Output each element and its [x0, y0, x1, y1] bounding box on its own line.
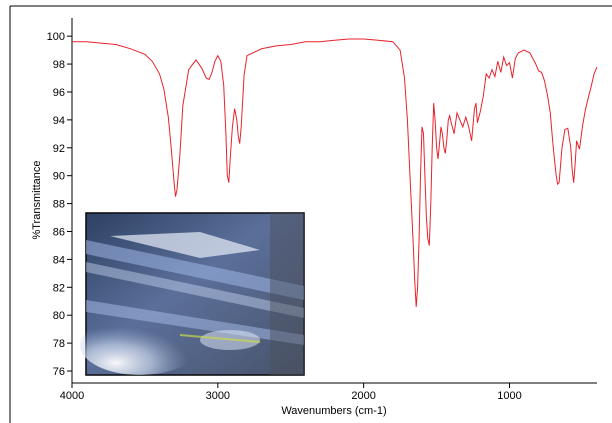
y-tick-label: 98 — [53, 59, 65, 71]
y-tick-label: 88 — [53, 199, 65, 211]
inset-microscope-image — [80, 212, 305, 376]
y-tick-label: 92 — [53, 143, 65, 155]
y-axis-title: %Transmittance — [31, 160, 43, 239]
y-tick-label: 86 — [53, 226, 65, 238]
x-tick-label: 2000 — [351, 390, 375, 402]
y-tick-label: 100 — [47, 31, 65, 43]
y-tick-label: 78 — [53, 338, 65, 350]
x-axis-title: Wavenumbers (cm-1) — [281, 405, 386, 417]
spectrum-line — [72, 38, 597, 307]
y-axis-ticks: 76 78 80 82 84 86 88 90 92 94 96 98 100 — [47, 31, 72, 378]
y-tick-label: 82 — [53, 282, 65, 294]
y-tick-label: 80 — [53, 310, 65, 322]
y-tick-label: 90 — [53, 171, 65, 183]
y-tick-label: 76 — [53, 366, 65, 378]
x-tick-label: 4000 — [60, 390, 84, 402]
x-axis-ticks: 4000 3000 2000 1000 — [60, 383, 522, 402]
x-tick-label: 3000 — [206, 390, 230, 402]
y-tick-label: 94 — [53, 115, 65, 127]
y-tick-label: 84 — [53, 254, 65, 266]
x-tick-label: 1000 — [497, 390, 521, 402]
y-tick-label: 96 — [53, 87, 65, 99]
